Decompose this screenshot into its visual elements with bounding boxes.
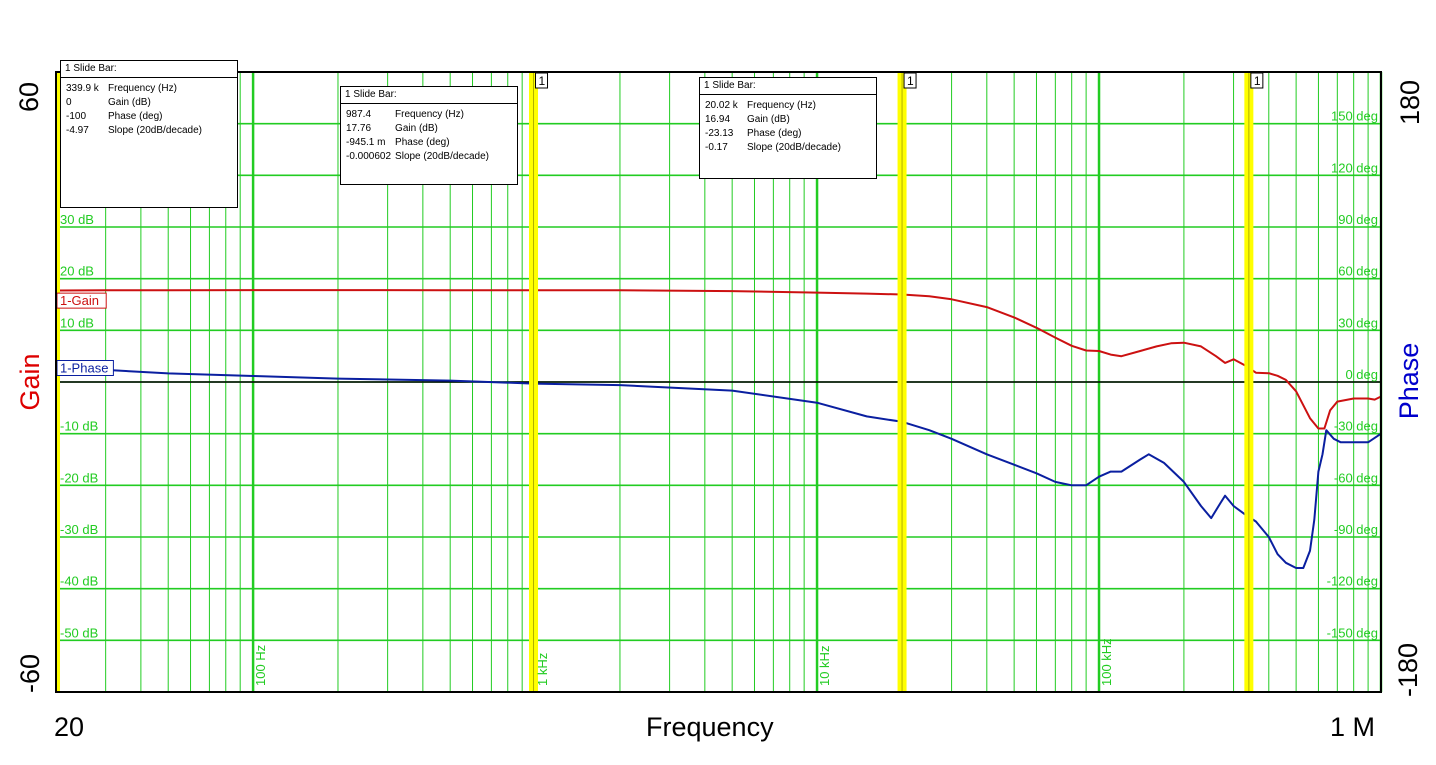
slide-box-row: -100 Phase (deg) [64,110,204,124]
slide-label: Gain (dB) [108,97,151,108]
phase-tick-label: 0 deg [1345,367,1378,382]
slide-value: 20.02 k [705,100,738,111]
gain-tick-label: -20 dB [60,470,98,485]
gain-tick-label: 20 dB [60,264,94,279]
slide-bar-info-box[interactable]: 1 Slide Bar: 987.4 Frequency (Hz) 17.76 Ga… [340,86,518,185]
slide-box-header: 1 Slide Bar: [700,78,876,95]
phase-axis-title: Phase [1394,342,1424,420]
slide-box-row: 0 Gain (dB) [64,96,204,110]
plot-frame [55,71,1382,693]
slide-box-row: -4.97 Slope (20dB/decade) [64,124,204,138]
x-axis-title: Frequency [646,712,774,742]
slide-bar-marker-label: 1 [1254,74,1261,88]
slide-label: Frequency (Hz) [747,100,816,111]
phase-tick-label: 150 deg [1331,109,1378,124]
slide-bar-marker-label: 1 [907,74,914,88]
gain-trace [55,289,1382,430]
x-min-label: 20 [54,712,85,742]
slide-label: Slope (20dB/decade) [747,142,841,153]
phase-tick-label: -120 deg [1327,574,1378,589]
slide-value: 16.94 [705,114,731,125]
slide-value: 17.76 [346,123,372,134]
gain-tick-label: 10 dB [60,315,94,330]
phase-tick-label: 60 deg [1338,264,1378,279]
gain-trace-label: 1-Gain [60,293,99,308]
gain-tick-label: -40 dB [60,574,98,589]
gain-tick-label: -30 dB [60,522,98,537]
slide-box-table: 987.4 Frequency (Hz) 17.76 Gain (dB) -945.… [344,108,491,164]
phase-tick-label: 120 deg [1331,160,1378,175]
slide-box-row: -0.000602 Slope (20dB/decade) [344,150,491,164]
slide-box-row: -0.17 Slope (20dB/decade) [703,141,843,155]
phase-tick-label: -150 deg [1327,625,1378,640]
frequency-tick-label: 10 kHz [817,646,832,686]
slide-box-row: 339.9 k Frequency (Hz) [64,82,204,96]
slide-bar-marker-label: 1 [539,74,546,88]
slide-box-table: 20.02 k Frequency (Hz) 16.94 Gain (dB) -23… [703,99,843,155]
slide-box-row: -23.13 Phase (deg) [703,127,843,141]
frequency-tick-label: 100 kHz [1099,638,1114,686]
gain-min-label: -60 [15,653,45,693]
slide-value: -23.13 [705,128,734,139]
phase-max-label: 180 [1395,79,1425,125]
slide-value: -945.1 m [346,137,386,148]
slide-bar-info-box[interactable]: 1 Slide Bar: 339.9 k Frequency (Hz) 0 Gain… [60,60,238,208]
slide-label: Slope (20dB/decade) [395,151,490,162]
slide-label: Frequency (Hz) [395,109,464,120]
frequency-tick-label: 1 kHz [535,653,550,686]
gain-tick-label: 30 dB [60,212,94,227]
slide-box-row: 987.4 Frequency (Hz) [344,108,491,122]
slide-box-table: 339.9 k Frequency (Hz) 0 Gain (dB) -100 Pha… [64,82,204,138]
slide-label: Slope (20dB/decade) [108,125,202,136]
slide-label: Frequency (Hz) [108,83,177,94]
gain-tick-label: -50 dB [60,625,98,640]
slide-value: -0.000602 [346,151,392,162]
phase-tick-label: -60 deg [1334,470,1378,485]
slide-value: -0.17 [705,142,728,153]
slide-value: 987.4 [346,109,372,120]
slide-box-row: 16.94 Gain (dB) [703,113,843,127]
slide-box-row: 20.02 k Frequency (Hz) [703,99,843,113]
slide-box-row: 17.76 Gain (dB) [344,122,491,136]
slide-label: Phase (deg) [747,128,802,139]
phase-tick-label: -90 deg [1334,522,1378,537]
slide-value: 0 [66,97,72,108]
slide-box-header: 1 Slide Bar: [341,87,517,104]
slide-value: -100 [66,111,87,122]
axis-label-layer: 30 dB 20 dB 10 dB -10 dB -20 dB -30 dB -40 dB -… [56,109,1378,686]
slide-value: 339.9 k [66,83,99,94]
slide-bar-layer[interactable]: 1 1 1 [56,72,1264,692]
slide-label: Phase (deg) [395,137,450,148]
left-edge-slide-bar [56,72,60,692]
slide-value: -4.97 [66,125,89,136]
x-max-label: 1 M [1330,712,1376,742]
phase-trace [55,365,1382,569]
slide-bar-info-box[interactable]: 1 Slide Bar: 20.02 k Frequency (Hz) 16.94… [699,77,877,179]
frequency-tick-label: 100 Hz [253,645,268,686]
gain-max-label: 60 [14,81,44,112]
series-layer [55,289,1382,569]
phase-trace-label: 1-Phase [60,361,108,376]
slide-box-row: -945.1 m Phase (deg) [344,136,491,150]
phase-tick-label: 30 deg [1338,315,1378,330]
gain-tick-label: -10 dB [60,419,98,434]
phase-tick-label: 90 deg [1338,212,1378,227]
slide-label: Gain (dB) [395,123,438,134]
slide-label: Gain (dB) [747,114,790,125]
phase-tick-label: -30 deg [1334,419,1378,434]
gain-axis-title: Gain [15,353,45,411]
slide-label: Phase (deg) [108,111,163,122]
slide-box-header: 1 Slide Bar: [61,61,237,78]
phase-min-label: -180 [1393,642,1423,697]
